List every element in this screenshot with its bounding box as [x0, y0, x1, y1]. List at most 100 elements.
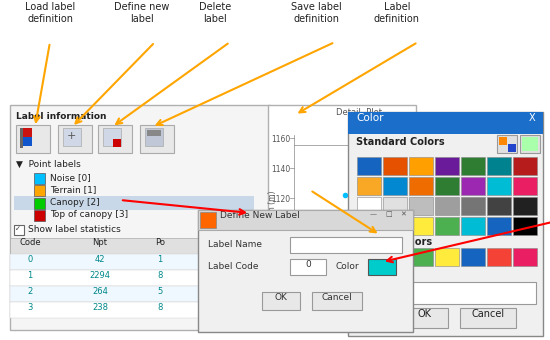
Bar: [10, 238, 268, 254]
Text: Label information: Label information: [16, 112, 107, 121]
Bar: [383, 197, 407, 215]
Bar: [34, 185, 45, 196]
Bar: [348, 112, 543, 336]
Text: OK: OK: [417, 309, 431, 319]
Text: 42: 42: [95, 255, 105, 264]
Bar: [513, 217, 537, 235]
Bar: [16, 125, 50, 153]
Bar: [147, 130, 161, 136]
Bar: [103, 128, 121, 146]
Bar: [487, 248, 511, 266]
Text: Npt: Npt: [92, 238, 107, 247]
Text: Canopy [2]: Canopy [2]: [50, 198, 100, 207]
Text: 2294: 2294: [90, 271, 111, 280]
Text: Label
definition: Label definition: [374, 2, 420, 23]
Text: 0: 0: [28, 255, 32, 264]
Text: Terrain [1]: Terrain [1]: [50, 185, 96, 194]
Bar: [262, 292, 300, 310]
Bar: [400, 308, 448, 328]
Text: 1100: 1100: [271, 225, 290, 234]
Bar: [487, 177, 511, 195]
Text: Standard Colors: Standard Colors: [356, 137, 444, 147]
Bar: [487, 217, 511, 235]
Bar: [98, 125, 132, 153]
Bar: [348, 112, 543, 134]
Text: 264: 264: [92, 287, 108, 296]
Text: ✕: ✕: [400, 211, 406, 217]
Text: Save label
definition: Save label definition: [290, 2, 342, 23]
Bar: [461, 248, 485, 266]
Text: 2: 2: [28, 287, 32, 296]
Bar: [14, 225, 24, 235]
Text: 1: 1: [157, 255, 163, 264]
Text: Delete
label: Delete label: [199, 2, 231, 23]
Text: Define New Label: Define New Label: [220, 211, 300, 220]
Bar: [357, 217, 381, 235]
Bar: [312, 292, 362, 310]
Bar: [409, 177, 433, 195]
Bar: [200, 212, 216, 228]
Text: 0: 0: [305, 260, 311, 269]
Bar: [145, 128, 163, 146]
Bar: [22, 128, 32, 137]
Bar: [368, 259, 396, 275]
Bar: [513, 177, 537, 195]
Bar: [20, 128, 23, 148]
Bar: [10, 302, 268, 318]
Bar: [63, 128, 81, 146]
Text: 238: 238: [92, 303, 108, 312]
Text: 8: 8: [157, 271, 163, 280]
Bar: [409, 197, 433, 215]
Bar: [22, 128, 32, 146]
Text: +: +: [67, 131, 76, 141]
Text: Po: Po: [155, 238, 165, 247]
Bar: [497, 135, 517, 153]
Bar: [34, 173, 45, 184]
Bar: [34, 210, 45, 221]
Bar: [409, 157, 433, 175]
Text: 3: 3: [28, 303, 32, 312]
Text: Color: Color: [356, 113, 383, 123]
Text: Preview: Preview: [356, 272, 394, 282]
Bar: [409, 248, 433, 266]
Text: 1160: 1160: [271, 135, 290, 144]
Bar: [461, 177, 485, 195]
Bar: [34, 198, 45, 209]
Bar: [290, 259, 326, 275]
Text: Noise [0]: Noise [0]: [50, 173, 91, 182]
Text: Label Code: Label Code: [208, 262, 258, 271]
Text: Label Name: Label Name: [208, 240, 262, 249]
Bar: [357, 248, 381, 266]
Text: Load label
definition: Load label definition: [25, 2, 75, 23]
Bar: [58, 125, 92, 153]
Bar: [198, 210, 413, 230]
Bar: [10, 105, 270, 330]
Bar: [14, 196, 254, 210]
Text: OK: OK: [274, 293, 288, 302]
Text: Define new
label: Define new label: [114, 2, 170, 23]
Bar: [383, 217, 407, 235]
Bar: [356, 282, 536, 304]
Bar: [487, 157, 511, 175]
Text: 1140: 1140: [271, 165, 290, 174]
Text: Top of canopy [3]: Top of canopy [3]: [50, 210, 128, 219]
Bar: [10, 270, 268, 286]
Text: 1: 1: [28, 271, 32, 280]
Text: Elevation (m): Elevation (m): [268, 190, 277, 241]
Bar: [499, 137, 507, 145]
Text: ✓: ✓: [15, 226, 21, 232]
Bar: [10, 286, 268, 302]
Text: 5: 5: [157, 287, 163, 296]
Bar: [520, 135, 540, 153]
Bar: [357, 197, 381, 215]
Bar: [435, 217, 459, 235]
Bar: [10, 254, 268, 270]
Text: 8: 8: [157, 303, 163, 312]
Text: ▼  Point labels: ▼ Point labels: [16, 160, 81, 169]
Text: Code: Code: [19, 238, 41, 247]
Bar: [435, 197, 459, 215]
Bar: [383, 157, 407, 175]
Bar: [435, 157, 459, 175]
Bar: [461, 157, 485, 175]
Text: X: X: [529, 113, 535, 123]
